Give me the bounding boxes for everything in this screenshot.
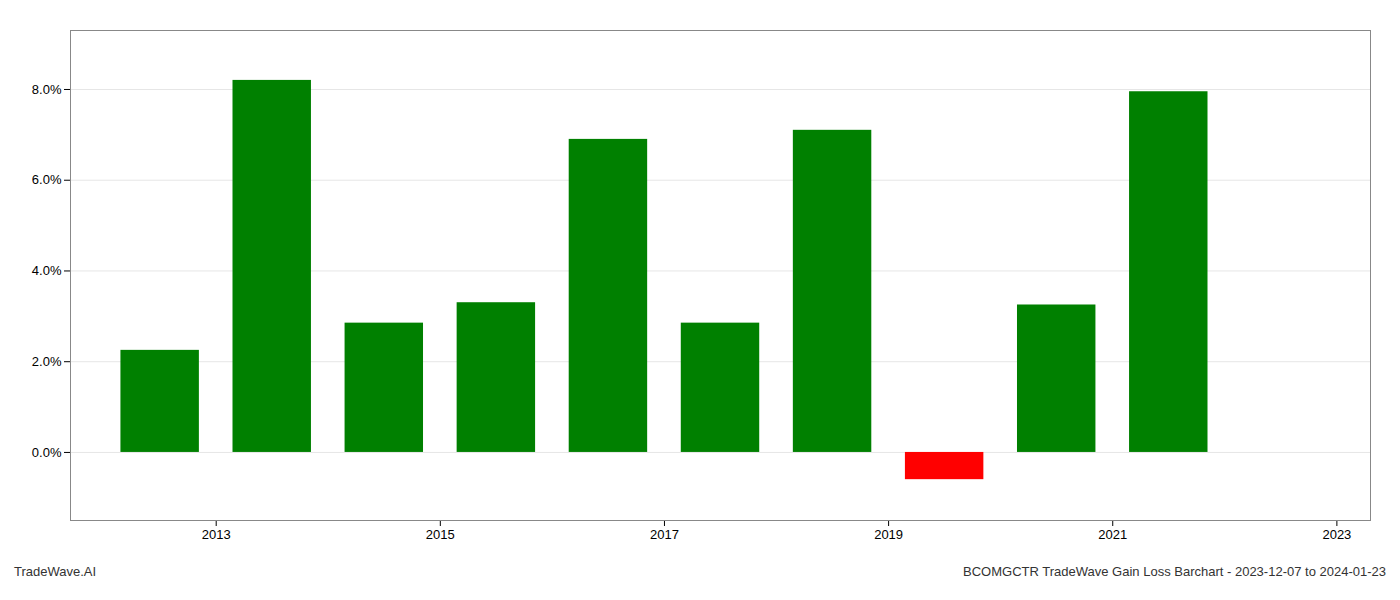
html-text:BCOMGCTR TradeWave Gain Loss B: BCOMGCTR TradeWave Gain Loss Barchart - … [963,564,1386,579]
svg-text:0.0%: 0.0% [32,445,62,460]
svg-text:2021: 2021 [1098,527,1127,542]
svg-text:2.0%: 2.0% [32,354,62,369]
html-text:TradeWave.AI: TradeWave.AI [14,564,97,579]
svg-text:2019: 2019 [874,527,903,542]
svg-text:2017: 2017 [650,527,679,542]
svg-text:2015: 2015 [426,527,455,542]
svg-text:6.0%: 6.0% [32,172,62,187]
svg-text:2023: 2023 [1322,527,1351,542]
svg-text:2013: 2013 [202,527,231,542]
svg-text:8.0%: 8.0% [32,82,62,97]
svg-text:4.0%: 4.0% [32,263,62,278]
